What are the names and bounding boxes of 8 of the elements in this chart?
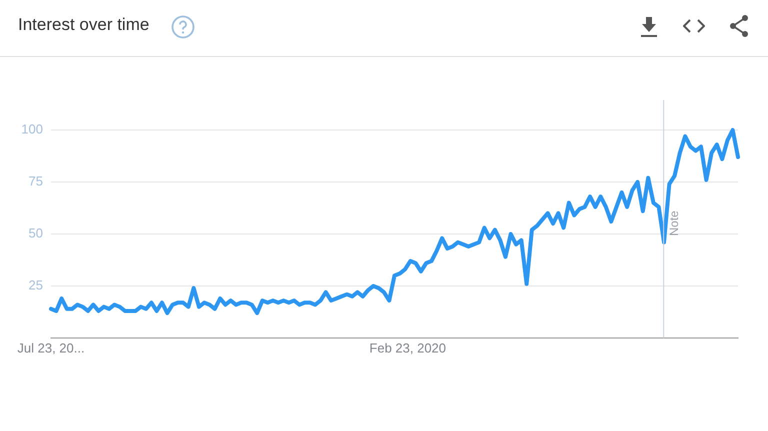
y-tick-label: 50 <box>28 226 43 241</box>
y-tick-label: 100 <box>21 122 43 137</box>
x-tick-label: Jul 23, 20... <box>17 340 85 356</box>
y-tick-label: 75 <box>28 174 43 189</box>
chart-title: Interest over time <box>18 15 150 35</box>
x-tick-label: Feb 23, 2020 <box>369 340 446 356</box>
ref-line-label: Note <box>666 210 681 236</box>
y-tick-label: 25 <box>28 278 43 293</box>
